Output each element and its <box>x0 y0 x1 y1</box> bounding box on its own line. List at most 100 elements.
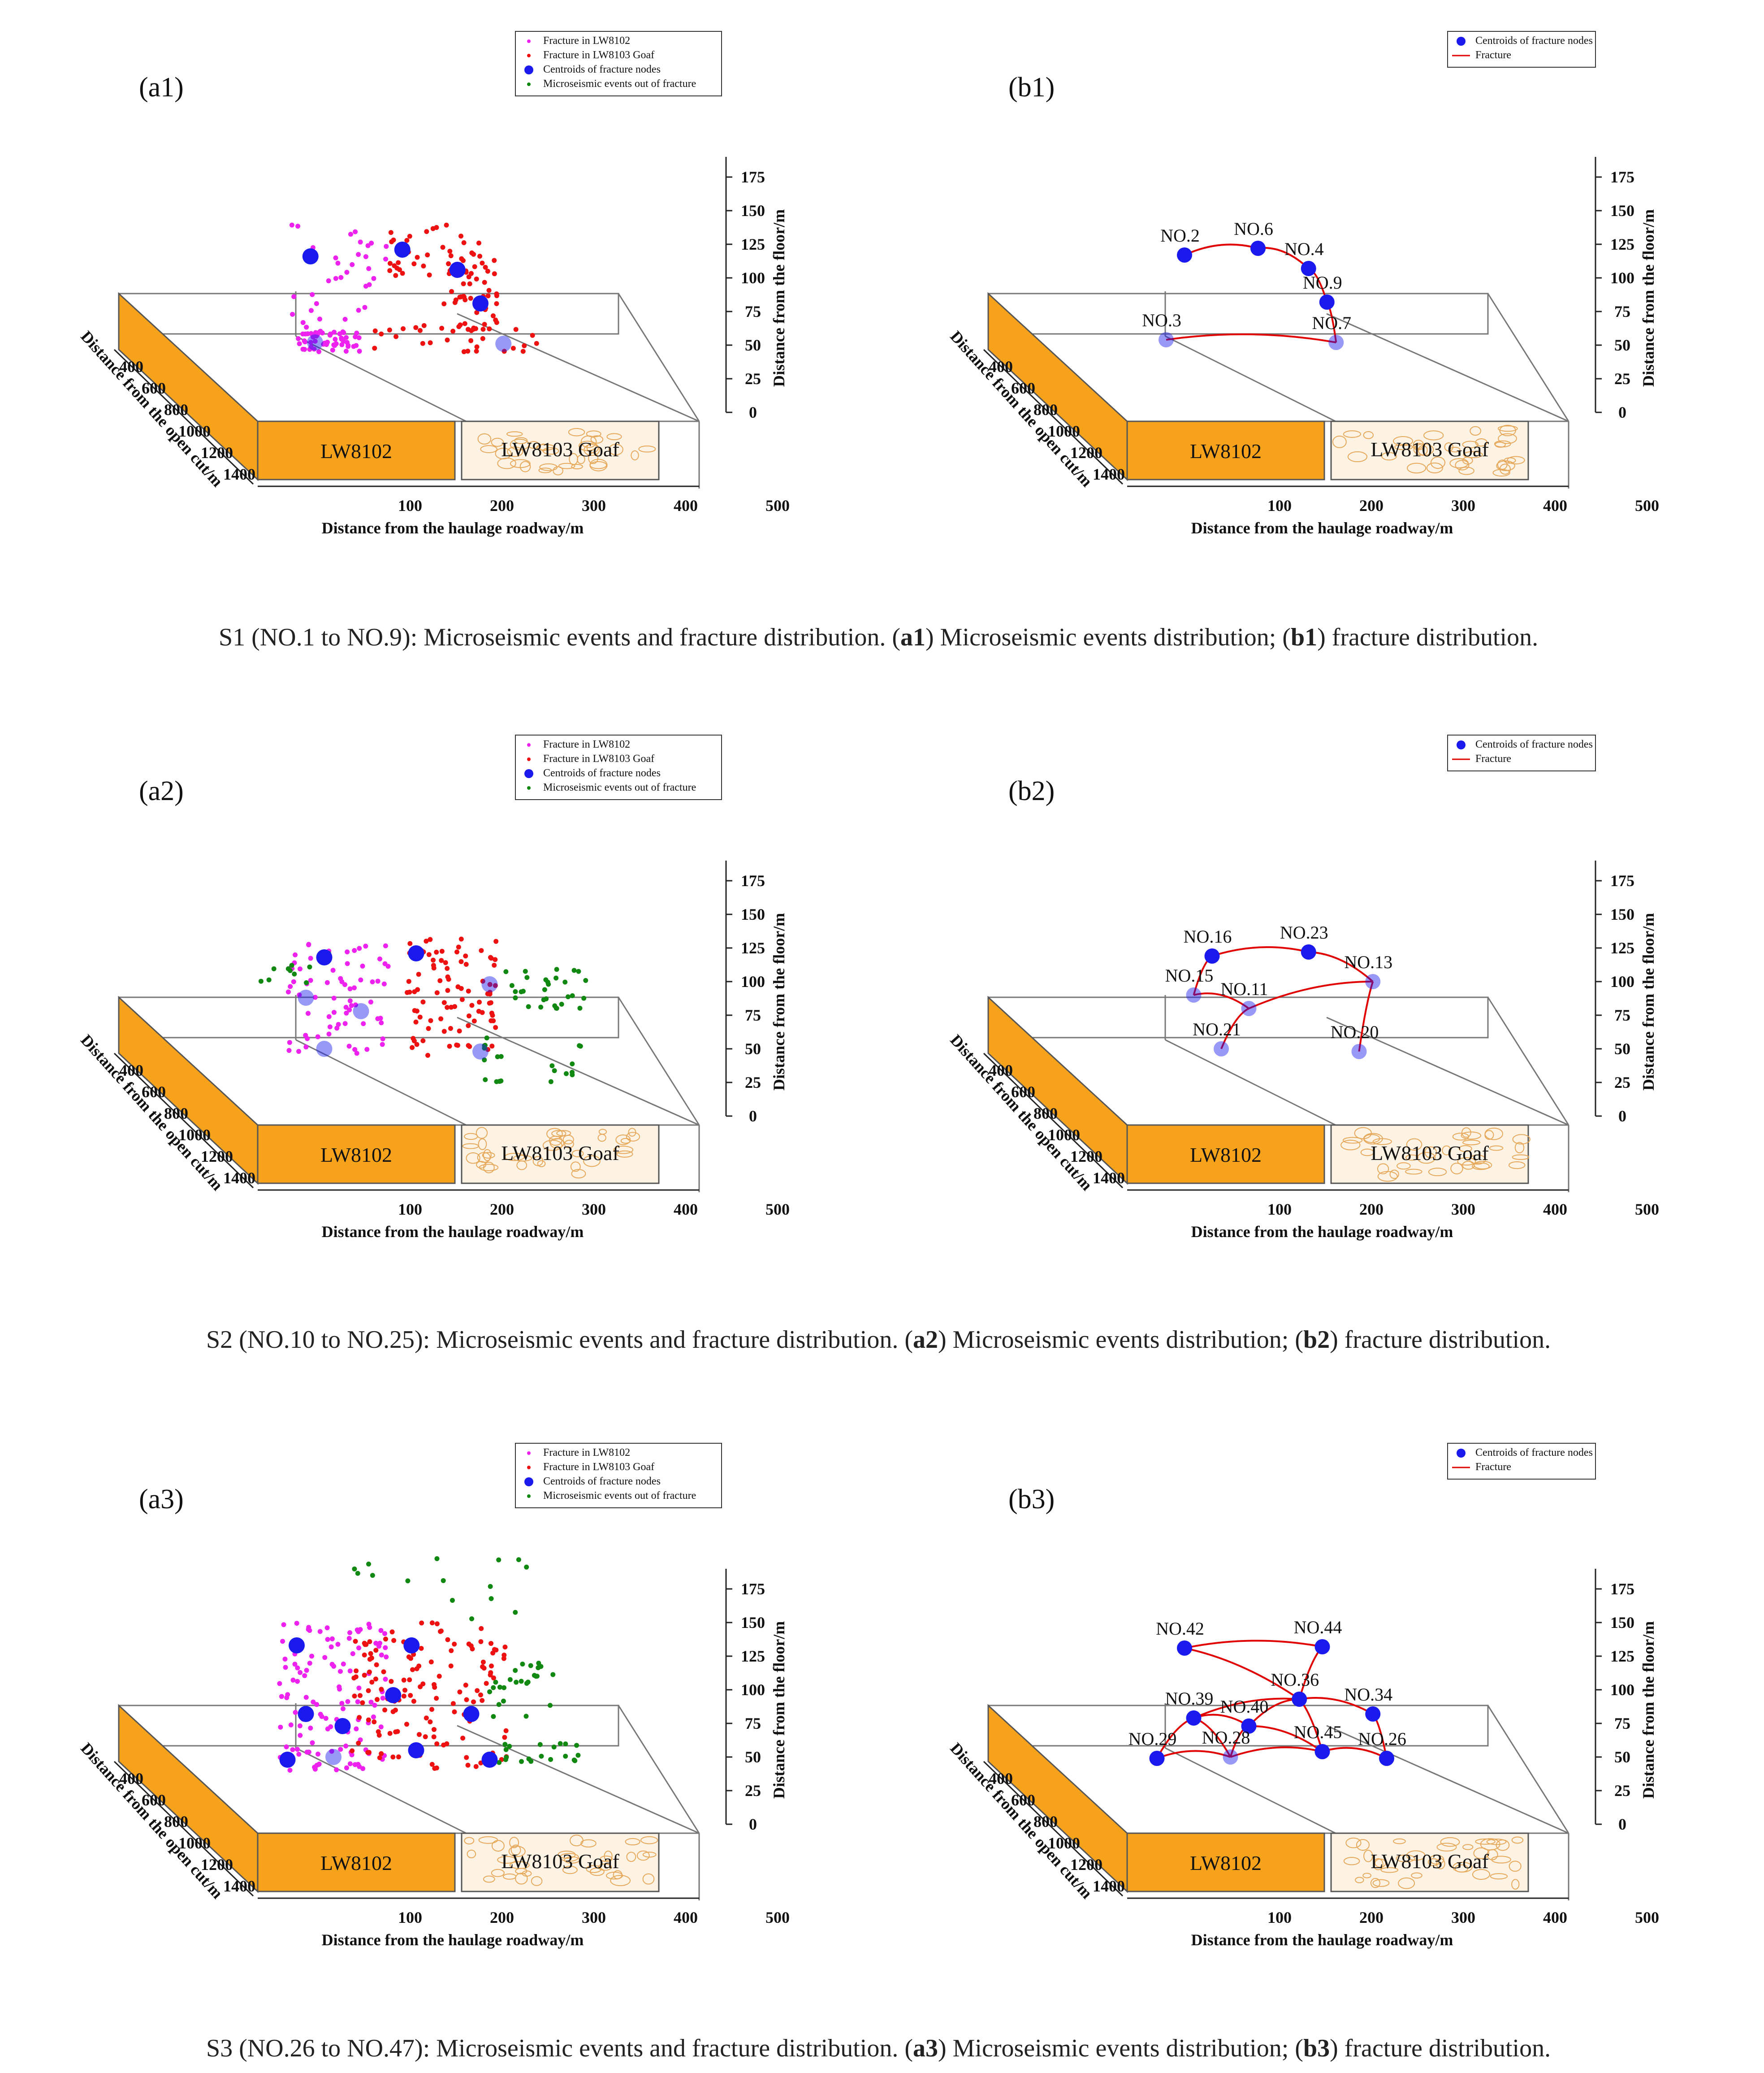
legend-box-b3 <box>1447 1443 1596 1480</box>
event-point-lw8103-a3 <box>375 1697 380 1702</box>
event-point-out-a3 <box>507 1744 512 1749</box>
goaf-rubble-a3 <box>600 1855 613 1862</box>
event-point-lw8102-a2 <box>347 986 353 991</box>
event-point-out-a2 <box>482 1043 488 1048</box>
x-tick-label-a3: 200 <box>490 1909 514 1926</box>
goaf-rubble-b2 <box>1396 1162 1411 1170</box>
goaf-rubble-a2 <box>564 1139 574 1148</box>
z-tick-label-a1: 125 <box>741 235 765 253</box>
event-point-lw8102-a1 <box>335 260 341 266</box>
event-point-lw8103-a3 <box>502 1653 507 1658</box>
x-tick-label-b3: 500 <box>1635 1909 1659 1926</box>
goaf-rubble-a2 <box>476 1127 488 1139</box>
event-point-lw8103-a3 <box>491 1675 496 1681</box>
z-tick-label-a2: 100 <box>741 973 765 991</box>
event-point-lw8103-a1 <box>452 300 458 305</box>
event-point-lw8102-a2 <box>383 943 388 948</box>
x-axis-label-b3: Distance from the haulage roadway/m <box>1191 1931 1453 1949</box>
event-point-lw8103-a3 <box>353 1639 358 1644</box>
goaf-rubble-a2 <box>571 1169 586 1179</box>
event-point-lw8102-a3 <box>378 1628 384 1633</box>
x-tick-label-a1: 300 <box>582 497 606 515</box>
goaf-rubble-a3 <box>522 1870 532 1877</box>
centroid-a2-3 <box>353 1003 369 1019</box>
x-tick-label-a1: 400 <box>674 497 698 515</box>
event-point-lw8103-a2 <box>439 948 445 954</box>
event-point-lw8103-a3 <box>411 1699 416 1704</box>
event-point-lw8103-a1 <box>391 237 396 242</box>
x-tick-label-a3: 500 <box>765 1909 790 1926</box>
goaf-rubble-b2 <box>1340 1139 1361 1151</box>
event-point-lw8103-a1 <box>445 338 450 343</box>
event-point-lw8103-a1 <box>486 288 492 293</box>
event-point-lw8102-a1 <box>383 256 389 262</box>
event-point-out-a3 <box>496 1702 502 1707</box>
event-point-lw8102-a1 <box>353 334 358 339</box>
event-point-lw8103-a1 <box>420 341 425 346</box>
event-point-out-a2 <box>571 968 577 973</box>
event-point-lw8103-a2 <box>454 949 460 955</box>
goaf-rubble-b2 <box>1461 1127 1471 1138</box>
event-point-lw8102-a3 <box>309 1653 315 1659</box>
event-point-lw8103-a3 <box>376 1729 381 1735</box>
event-point-lw8103-a3 <box>357 1693 363 1698</box>
event-point-lw8103-a3 <box>391 1638 397 1643</box>
goaf-rubble-a2 <box>462 1143 479 1149</box>
event-point-lw8102-a1 <box>354 330 359 336</box>
event-point-out-a2 <box>553 975 559 981</box>
event-point-lw8103-a1 <box>474 344 480 350</box>
event-point-out-a2 <box>271 966 277 971</box>
event-point-lw8102-a1 <box>344 340 350 345</box>
event-point-out-a3 <box>434 1556 440 1561</box>
goaf-rubble-a3 <box>589 1867 605 1876</box>
goaf-label-b2: LW8103 Goaf <box>1371 1142 1489 1164</box>
event-point-out-a3 <box>491 1685 496 1690</box>
event-point-lw8103-a2 <box>493 957 498 962</box>
goaf-rubble-a3 <box>642 1873 655 1885</box>
event-point-lw8102-a1 <box>384 244 389 249</box>
goaf-rubble-a1 <box>590 435 604 444</box>
goaf-rubble-a3 <box>562 1865 578 1874</box>
event-point-lw8103-a1 <box>482 280 487 285</box>
y-tick-label-a1: 1200 <box>201 444 233 462</box>
event-point-lw8102-a1 <box>330 347 335 353</box>
centroid-a3-6 <box>408 1742 424 1758</box>
event-point-lw8102-a1 <box>348 232 353 237</box>
event-point-lw8102-a3 <box>283 1665 288 1670</box>
event-point-lw8103-a3 <box>452 1641 457 1647</box>
event-point-lw8103-a3 <box>366 1688 371 1693</box>
event-point-lw8103-a2 <box>441 1029 447 1034</box>
x-tick-label-a2: 200 <box>490 1200 514 1218</box>
event-point-lw8102-a3 <box>372 1703 377 1708</box>
event-point-lw8102-a2 <box>380 1036 385 1042</box>
event-point-lw8102-a1 <box>356 307 361 313</box>
y-tick-label-a1: 600 <box>142 379 166 397</box>
event-point-out-a3 <box>539 1753 544 1759</box>
x-axis-label-b1: Distance from the haulage roadway/m <box>1191 519 1453 537</box>
goaf-rubble-b3 <box>1411 1872 1422 1879</box>
event-point-lw8103-a2 <box>463 953 468 959</box>
event-point-lw8102-a3 <box>357 1764 362 1769</box>
panel-label-b2: (b2) <box>1008 776 1055 806</box>
event-point-lw8103-a3 <box>401 1677 406 1683</box>
event-point-lw8102-a3 <box>315 1751 320 1757</box>
panel-label-b1: (b1) <box>1008 72 1055 103</box>
goaf-rubble-b3 <box>1462 1844 1474 1850</box>
goaf-rubble-b3 <box>1427 1858 1439 1866</box>
x-tick-label-a1: 200 <box>490 497 514 515</box>
event-point-lw8103-a3 <box>350 1748 355 1753</box>
goaf-rubble-b1 <box>1496 460 1515 471</box>
z-tick-label-a3: 150 <box>741 1614 765 1632</box>
event-point-lw8102-a2 <box>352 985 357 991</box>
node-no34-b3 <box>1365 1706 1381 1722</box>
event-point-lw8103-a2 <box>414 1042 419 1047</box>
legend-marker-centroid-b3 <box>1457 1449 1466 1458</box>
event-point-lw8102-a1 <box>353 229 358 234</box>
node-label-no40-b3: NO.40 <box>1220 1696 1269 1717</box>
caption-s1-label-b: b1 <box>1291 623 1317 651</box>
y-axis-b2 <box>983 1052 1124 1189</box>
goaf-rubble-b1 <box>1458 467 1474 475</box>
goaf-rubble-b1 <box>1407 463 1427 474</box>
event-point-lw8103-a1 <box>393 334 399 339</box>
event-point-lw8103-a3 <box>493 1647 499 1653</box>
